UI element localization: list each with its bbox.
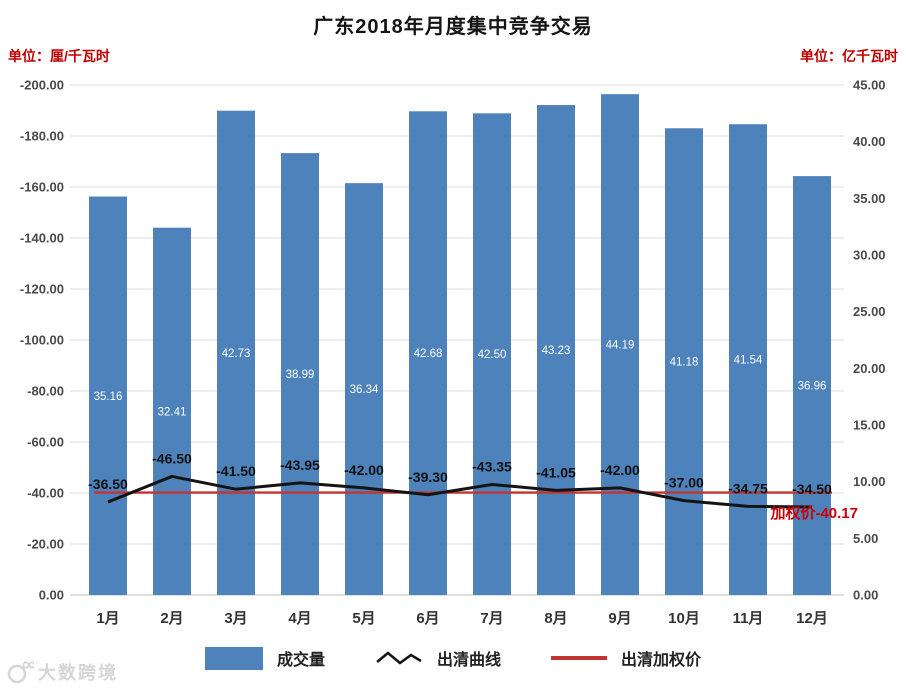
volume-bar [153,227,191,596]
bar-value-label: 41.18 [670,357,699,369]
watermark: 大数跨境 [6,658,118,686]
right-axis-tick: 45.00 [853,78,886,93]
left-axis-tick: -80.00 [27,384,64,399]
curve-line-swatch-icon [376,651,422,665]
volume-bar [537,105,575,595]
x-axis-label: 3月 [224,610,247,627]
bar-value-label: 36.34 [350,384,379,396]
right-axis-tick: 0.00 [853,588,878,603]
x-axis-label: 8月 [544,610,567,627]
volume-bar [345,183,383,595]
right-axis-tick: 25.00 [853,304,886,319]
x-axis-label: 6月 [416,610,439,627]
plot-area: -200.00 -180.00 -160.00 -140.00 -120.00 -100.… [20,78,886,628]
left-axis-tick: -180.00 [20,129,64,144]
curve-point-label: -41.50 [216,463,256,479]
clearing-curve-line [107,474,813,509]
right-axis-tick: 5.00 [853,531,878,546]
volume-bar [473,113,511,595]
x-axis-label: 11月 [733,610,764,627]
bar-value-label: 36.96 [798,381,827,393]
left-axis-tick: -140.00 [20,231,64,246]
curve-point-label: -39.30 [408,469,448,485]
volume-bar [89,196,127,595]
left-axis-tick: -100.00 [20,333,64,348]
curve-point-label: -42.00 [600,462,640,478]
left-axis-unit: 单位：厘/千瓦时 [8,48,110,64]
x-axis-label: 1月 [96,610,119,627]
left-axis-tick: -120.00 [20,282,64,297]
right-axis-tick: 10.00 [853,474,886,489]
x-axis-label: 10月 [668,610,700,627]
left-axis-tick: -160.00 [20,180,64,195]
curve-point-label: -42.00 [344,462,384,478]
volume-bar [217,110,255,595]
x-axis-label: 4月 [288,610,311,627]
curve-point-label: -41.05 [536,464,576,480]
curve-point-label: -46.50 [152,450,192,466]
bar-value-label: 32.41 [158,406,187,418]
legend-label-volume: 成交量 [276,652,325,669]
legend-label-weighted-price: 出清加权价 [621,652,702,669]
curve-point-label: -37.00 [664,475,704,491]
bar-value-label: 35.16 [94,391,123,403]
left-axis-tick: 0.00 [39,588,64,603]
legend-label-clearing-curve: 出清曲线 [436,652,501,669]
curve-point-label: -43.35 [472,458,512,474]
bar-value-label: 38.99 [286,369,315,381]
legend-item-weighted-price: 出清加权价 [551,646,701,670]
weighted-line-swatch-icon [551,656,607,660]
left-axis-tick: -40.00 [27,486,64,501]
bar-value-label: 42.73 [222,348,251,360]
weighted-price-label: 加权价-40.17 [770,505,858,522]
left-axis-tick: -20.00 [27,537,64,552]
x-axis-label: 2月 [160,610,183,627]
x-axis-label: 12月 [796,610,828,627]
right-axis-tick: 30.00 [853,248,886,263]
right-axis-tick: 20.00 [853,361,886,376]
curve-point-label: -36.50 [88,476,128,492]
curve-point-label: -43.95 [280,457,320,473]
left-axis-tick: -60.00 [27,435,64,450]
curve-point-label: -34.75 [728,480,768,496]
x-axis-label: 7月 [480,610,503,627]
volume-bar [729,124,767,596]
bar-value-label: 42.50 [478,349,507,361]
legend-item-volume: 成交量 [204,646,325,670]
bar-value-label: 41.54 [734,355,763,367]
volume-bar-swatch-icon [204,646,263,670]
bar-value-label: 44.19 [606,340,635,352]
watermark-logo-icon [7,661,34,684]
curve-point-label: -34.50 [792,481,832,497]
chart-title: 广东2018年月度集中竞争交易 [313,16,593,38]
volume-bar [793,176,831,595]
right-axis-tick: 15.00 [853,418,886,433]
x-axis-label: 9月 [608,610,631,627]
legend-item-clearing-curve: 出清曲线 [375,646,501,670]
watermark-text: 大数跨境 [38,663,118,683]
right-axis-tick: 35.00 [853,191,886,206]
right-axis-unit: 单位：亿千瓦时 [800,48,898,64]
volume-bar [665,128,703,595]
left-axis-tick: -200.00 [20,78,64,93]
bar-value-label: 43.23 [542,345,571,357]
volume-bar [281,153,319,595]
bar-value-label: 42.68 [414,348,443,360]
legend: 成交量 出清曲线 出清加权价 [0,646,906,670]
right-axis-tick: 40.00 [853,134,886,149]
volume-bar [409,111,447,595]
volume-bar [601,94,639,596]
x-axis-label: 5月 [352,610,375,627]
